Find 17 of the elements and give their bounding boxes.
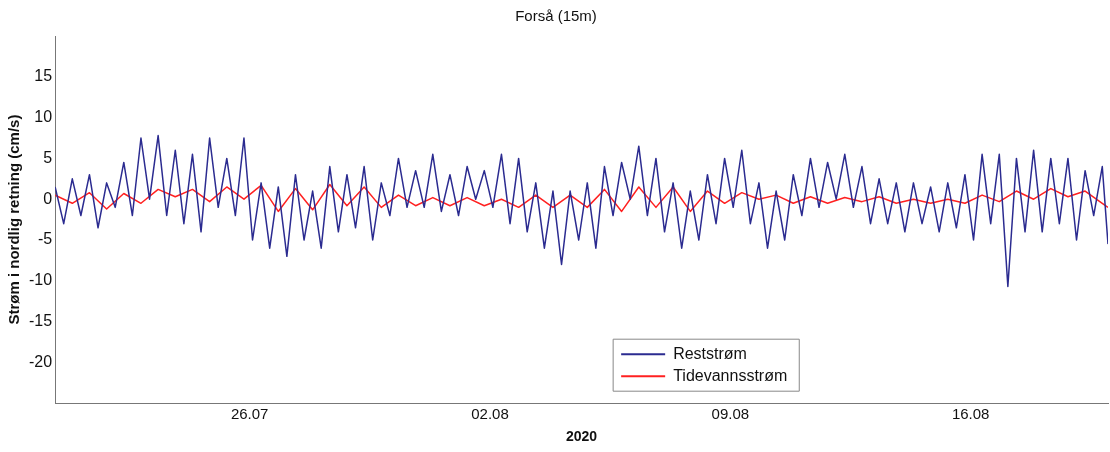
legend-label: Tidevannsstrøm [673,366,788,384]
y-tick-label: -20 [29,352,53,370]
y-tick-label: 0 [43,189,53,207]
y-tick-label: 10 [34,108,53,126]
x-tick-label: 02.08 [471,405,509,423]
y-tick-label: -15 [29,312,53,330]
y-tick-label: -5 [37,230,53,248]
x-axis-title: 2020 [565,428,598,445]
x-tick-label: 16.08 [951,405,990,423]
y-tick-label: 15 [34,67,53,85]
y-axis-title: Strøm i nordlig retning (cm/s) [5,114,23,325]
legend-label: Reststrøm [673,344,747,362]
x-tick-label: 09.08 [711,405,750,423]
y-tick-label: -10 [29,271,53,289]
y-tick-label: 5 [43,148,53,166]
x-tick-label: 26.07 [230,405,269,423]
chart-title: Forså (15m) [515,7,597,25]
